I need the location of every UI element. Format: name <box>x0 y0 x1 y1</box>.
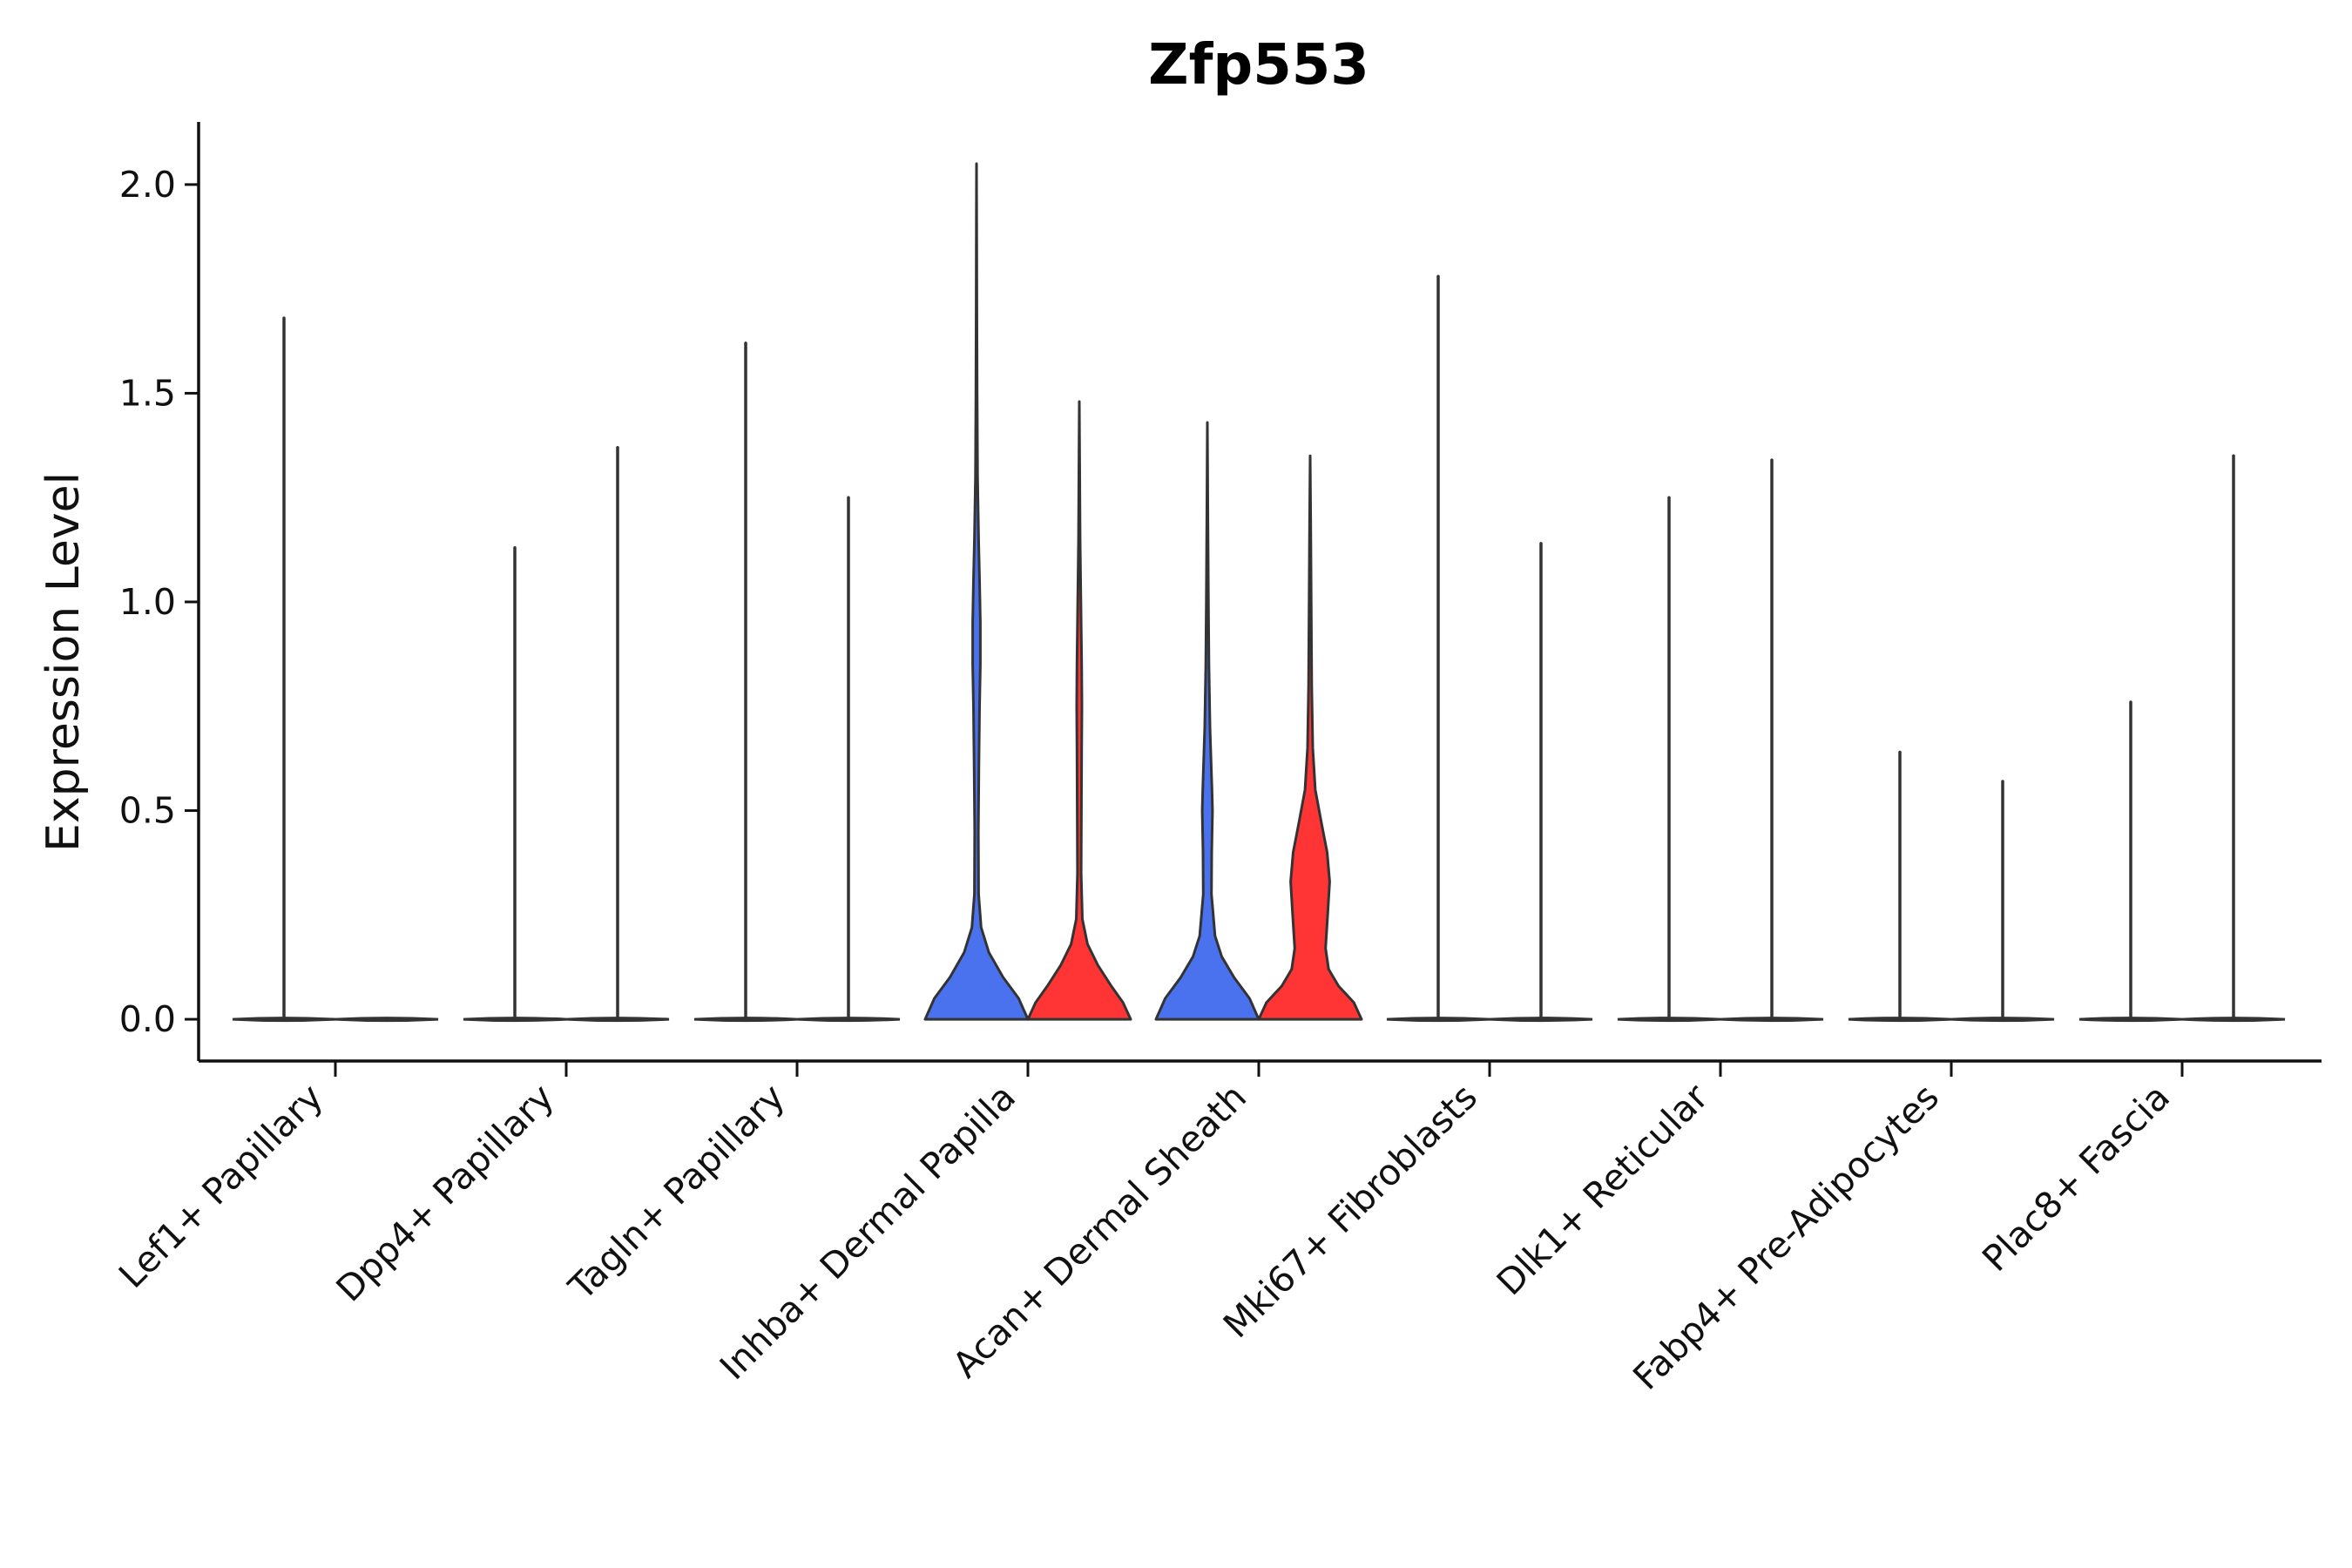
y-tick-label: 0.5 <box>119 790 176 832</box>
y-tick-label: 2.0 <box>119 164 176 206</box>
category-group <box>463 445 670 1023</box>
violin-red <box>1257 454 1363 1021</box>
category-group <box>1386 274 1593 1023</box>
y-tick-label: 1.0 <box>119 581 176 623</box>
violin-flat <box>1950 1017 2055 1023</box>
violin-flat <box>335 1017 439 1023</box>
chart-title: Zfp553 <box>1148 33 1369 98</box>
category-group <box>2078 454 2286 1023</box>
x-tick-label: Lef1+ Papillary <box>111 1076 331 1296</box>
x-tick-label: Dlk1+ Reticular <box>1489 1076 1716 1303</box>
category-group <box>1617 458 1824 1023</box>
x-tick-label: Mki67+ Fibroblasts <box>1215 1076 1485 1346</box>
violin-flat <box>1489 1017 1593 1023</box>
violin-blue <box>923 162 1030 1021</box>
violin-flat <box>565 1017 670 1023</box>
x-tick-label: Plac8+ Fascia <box>1974 1076 2178 1280</box>
category-group <box>1154 421 1363 1021</box>
violin-blue <box>1154 421 1260 1021</box>
violin-flat <box>796 1017 901 1023</box>
y-tick-label: 1.5 <box>119 372 176 414</box>
violin-flat <box>1720 1017 1824 1023</box>
category-group <box>1848 750 2055 1023</box>
x-tick-label: Dpp4+ Papillary <box>328 1076 562 1309</box>
violin-flat <box>2181 1017 2286 1023</box>
category-group <box>693 341 901 1023</box>
y-axis-title: Expression Level <box>37 472 90 852</box>
category-group <box>923 162 1132 1021</box>
category-group <box>232 316 439 1023</box>
x-tick-label: Tagln+ Papillary <box>560 1076 793 1308</box>
violin-red <box>1026 400 1132 1021</box>
y-tick-label: 0.0 <box>119 998 176 1040</box>
plot-area <box>232 162 2286 1023</box>
